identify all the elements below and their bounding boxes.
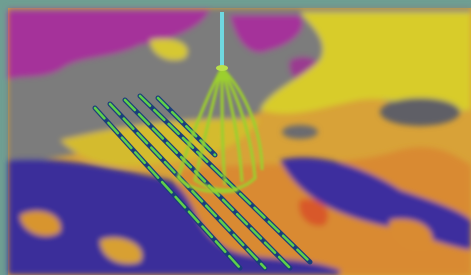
- page: [0, 0, 471, 275]
- scene: [0, 0, 471, 275]
- dark-region: [282, 125, 318, 139]
- wellhead: [216, 65, 228, 71]
- dark-region: [380, 98, 460, 126]
